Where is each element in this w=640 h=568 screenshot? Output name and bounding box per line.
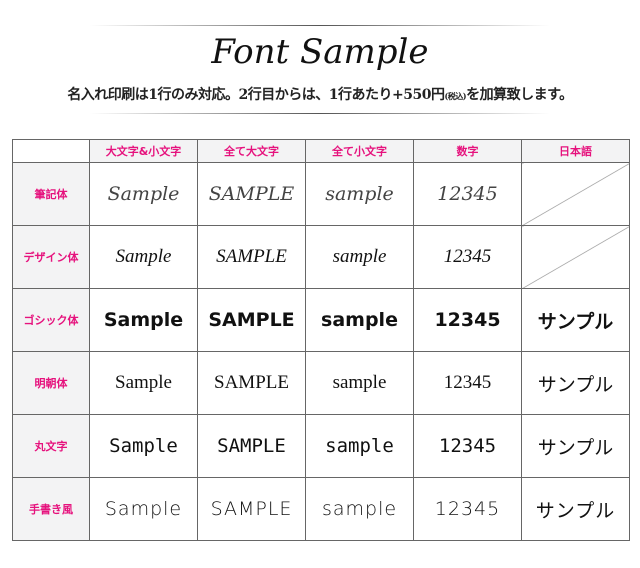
sample-cell: sample: [305, 477, 414, 541]
sample-cell: SAMPLE: [197, 477, 306, 541]
column-header: 数字: [413, 139, 522, 163]
sample-cell: SAMPLE: [197, 414, 306, 478]
subtitle: 名入れ印刷は1行のみ対応。2行目からは、1行あたり+550円(税込)を加算致しま…: [0, 84, 640, 104]
not-available-cell: [521, 162, 630, 226]
sample-cell: サンプル: [521, 414, 630, 478]
sample-cell: Sample: [89, 351, 198, 415]
sample-cell: サンプル: [521, 477, 630, 541]
bottom-divider: [90, 113, 550, 114]
row-header: ゴシック体: [12, 288, 90, 352]
corner-cell: [12, 139, 90, 163]
sample-cell: SAMPLE: [197, 162, 306, 226]
not-available-cell: [521, 225, 630, 289]
table-row: 明朝体 Sample SAMPLE sample 12345 サンプル: [12, 351, 630, 415]
page-title: Font Sample: [211, 32, 429, 72]
row-header: 明朝体: [12, 351, 90, 415]
column-header: 日本語: [521, 139, 630, 163]
sample-cell: sample: [305, 351, 414, 415]
sample-cell: 12345: [413, 414, 522, 478]
sample-cell: SAMPLE: [197, 225, 306, 289]
column-header: 全て大文字: [197, 139, 306, 163]
row-header: 手書き風: [12, 477, 90, 541]
sample-cell: 12345: [413, 288, 522, 352]
sample-cell: 12345: [413, 225, 522, 289]
sample-cell: SAMPLE: [197, 351, 306, 415]
table-row: 丸文字 Sample SAMPLE sample 12345 サンプル: [12, 414, 630, 478]
sample-cell: sample: [305, 414, 414, 478]
sample-cell: サンプル: [521, 288, 630, 352]
subtitle-tax: (税込): [444, 91, 467, 101]
row-header: 丸文字: [12, 414, 90, 478]
sample-cell: sample: [305, 225, 414, 289]
sample-cell: Sample: [89, 414, 198, 478]
sample-cell: Sample: [89, 162, 198, 226]
top-divider: [90, 25, 550, 26]
row-header: デザイン体: [12, 225, 90, 289]
column-header: 大文字&小文字: [89, 139, 198, 163]
sample-cell: Sample: [89, 477, 198, 541]
sample-cell: 12345: [413, 477, 522, 541]
table-row: 手書き風 Sample SAMPLE sample 12345 サンプル: [12, 477, 630, 541]
sample-cell: 12345: [413, 351, 522, 415]
header-row: 大文字&小文字 全て大文字 全て小文字 数字 日本語: [12, 139, 630, 163]
column-header: 全て小文字: [305, 139, 414, 163]
sample-cell: Sample: [89, 288, 198, 352]
sample-cell: 12345: [413, 162, 522, 226]
subtitle-main: 名入れ印刷は1行のみ対応。2行目からは、1行あたり+550円: [67, 87, 445, 103]
table-row: デザイン体 Sample SAMPLE sample 12345: [12, 225, 630, 289]
subtitle-end: を加算致します。: [466, 87, 573, 103]
font-sample-table: 大文字&小文字 全て大文字 全て小文字 数字 日本語 筆記体 Sample SAMPLE sa…: [12, 139, 630, 541]
sample-cell: sample: [305, 162, 414, 226]
sample-cell: サンプル: [521, 351, 630, 415]
table-row: ゴシック体 Sample SAMPLE sample 12345 サンプル: [12, 288, 630, 352]
table-row: 筆記体 Sample SAMPLE sample 12345: [12, 162, 630, 226]
row-header: 筆記体: [12, 162, 90, 226]
sample-cell: Sample: [89, 225, 198, 289]
sample-cell: SAMPLE: [197, 288, 306, 352]
sample-cell: sample: [305, 288, 414, 352]
